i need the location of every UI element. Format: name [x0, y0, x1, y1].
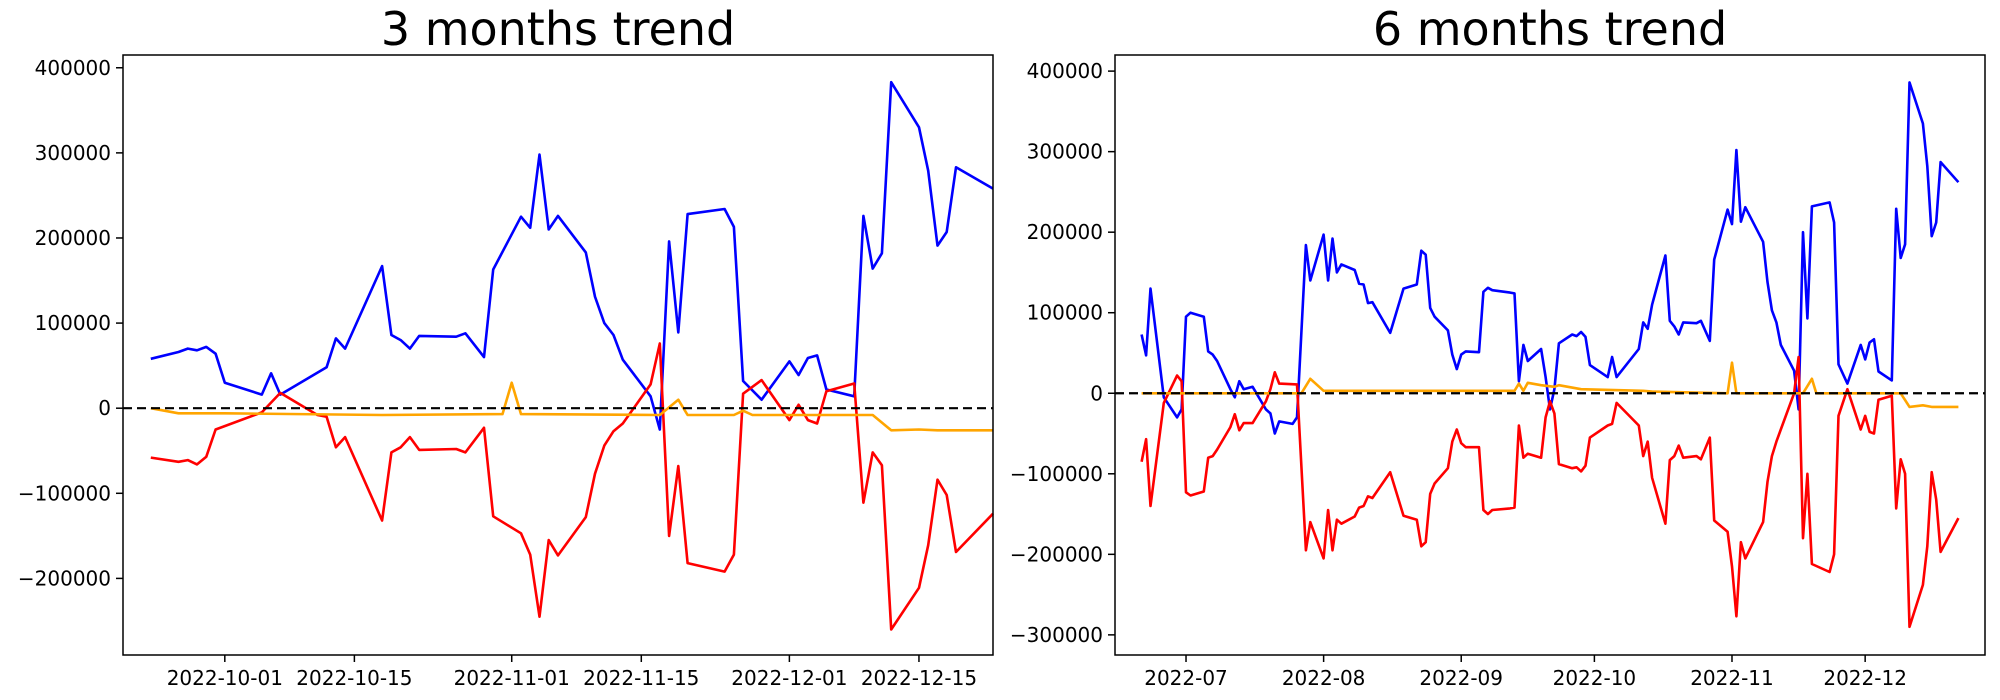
y-tick-label: 200000 — [1027, 220, 1103, 244]
y-tick-label: −300000 — [1010, 623, 1103, 647]
chart-title-3-months: 3 months trend — [380, 2, 736, 56]
x-tick-label: 2022-12-15 — [861, 666, 977, 690]
y-tick-label: 200000 — [35, 226, 111, 250]
y-tick-label: 300000 — [35, 141, 111, 165]
y-tick-label: 0 — [1090, 381, 1103, 405]
y-tick-label: 400000 — [1027, 59, 1103, 83]
series-line-2 — [1140, 355, 1960, 629]
x-tick-label: 2022-09 — [1419, 666, 1503, 690]
series-line-1 — [1140, 81, 1960, 435]
series-line-3 — [150, 381, 993, 432]
x-tick-label: 2022-10-01 — [167, 666, 283, 690]
y-tick-label: 300000 — [1027, 140, 1103, 164]
x-tick-label: 2022-11-01 — [454, 666, 570, 690]
x-tick-label: 2022-12-01 — [731, 666, 847, 690]
y-tick-label: −100000 — [18, 481, 111, 505]
chart-title-6-months: 6 months trend — [1372, 2, 1728, 56]
x-tick-label: 2022-08 — [1282, 666, 1366, 690]
y-tick-label: −200000 — [18, 566, 111, 590]
plot-frame — [122, 54, 994, 656]
chart-2: −300000 −200000 −100000 0 100000 200000 300000… — [1010, 54, 1986, 690]
x-tick-label: 2022-11 — [1690, 666, 1774, 690]
series-line-1 — [150, 80, 994, 431]
plot-frame — [1114, 54, 1986, 656]
x-tick-label: 2022-12 — [1823, 666, 1907, 690]
chart-1: −200000 −100000 0 100000 200000 300000 400000 2… — [18, 54, 994, 690]
y-tick-label: −200000 — [1010, 542, 1103, 566]
series-line-2 — [150, 342, 994, 631]
x-tick-label: 2022-11-15 — [583, 666, 699, 690]
y-tick-label: −100000 — [1010, 462, 1103, 486]
y-tick-label: 0 — [98, 396, 111, 420]
x-tick-label: 2022-10-15 — [296, 666, 412, 690]
y-tick-label: 100000 — [35, 311, 111, 335]
x-tick-label: 2022-10 — [1553, 666, 1637, 690]
x-tick-label: 2022-07 — [1144, 666, 1228, 690]
y-tick-label: 400000 — [35, 56, 111, 80]
y-tick-label: 100000 — [1027, 301, 1103, 325]
